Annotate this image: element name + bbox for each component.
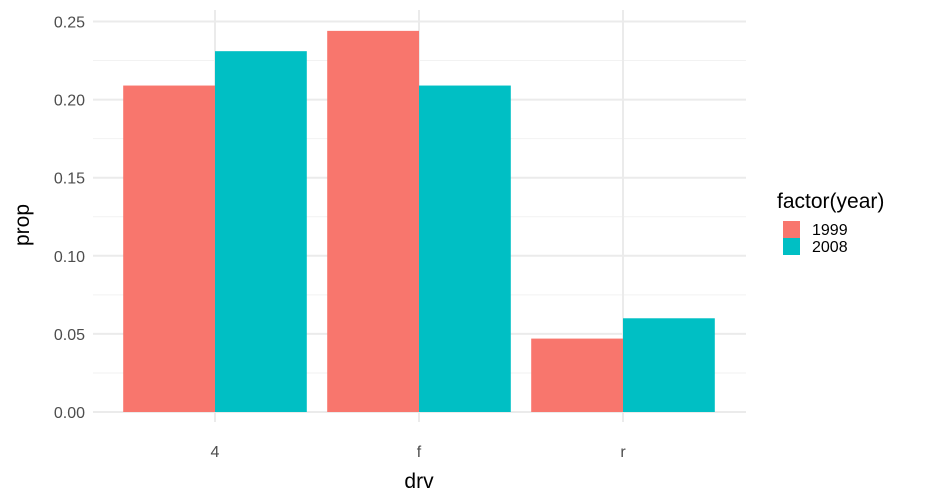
y-tick-label: 0.25 bbox=[54, 15, 85, 32]
y-tick-label: 0.00 bbox=[54, 405, 85, 422]
y-tick-label: 0.10 bbox=[54, 249, 85, 266]
legend-title: factor(year) bbox=[777, 190, 884, 213]
legend-label-1999: 1999 bbox=[812, 222, 848, 239]
y-tick-label: 0.20 bbox=[54, 93, 85, 110]
bars bbox=[123, 30, 715, 413]
y-tick-label: 0.05 bbox=[54, 327, 85, 344]
x-axis-ticks: 4 f r bbox=[211, 444, 627, 461]
x-axis-title: drv bbox=[404, 470, 434, 493]
y-axis-ticks: 0.00 0.05 0.10 0.15 0.20 0.25 bbox=[54, 15, 85, 423]
bar-2008-4 bbox=[215, 51, 307, 412]
bar-1999-r bbox=[531, 338, 623, 412]
y-tick-label: 0.15 bbox=[54, 171, 85, 188]
legend-label-2008: 2008 bbox=[812, 239, 848, 256]
x-tick-label: 4 bbox=[211, 444, 220, 461]
legend-key-1999 bbox=[783, 221, 800, 238]
bar-1999-f bbox=[327, 30, 419, 412]
x-tick-label: f bbox=[417, 444, 422, 461]
x-tick-label: r bbox=[620, 444, 626, 461]
y-axis-title: prop bbox=[11, 204, 34, 246]
legend-key-2008 bbox=[783, 238, 800, 255]
bar-2008-f bbox=[419, 85, 511, 413]
bar-2008-r bbox=[623, 318, 715, 412]
bar-1999-4 bbox=[123, 85, 215, 413]
